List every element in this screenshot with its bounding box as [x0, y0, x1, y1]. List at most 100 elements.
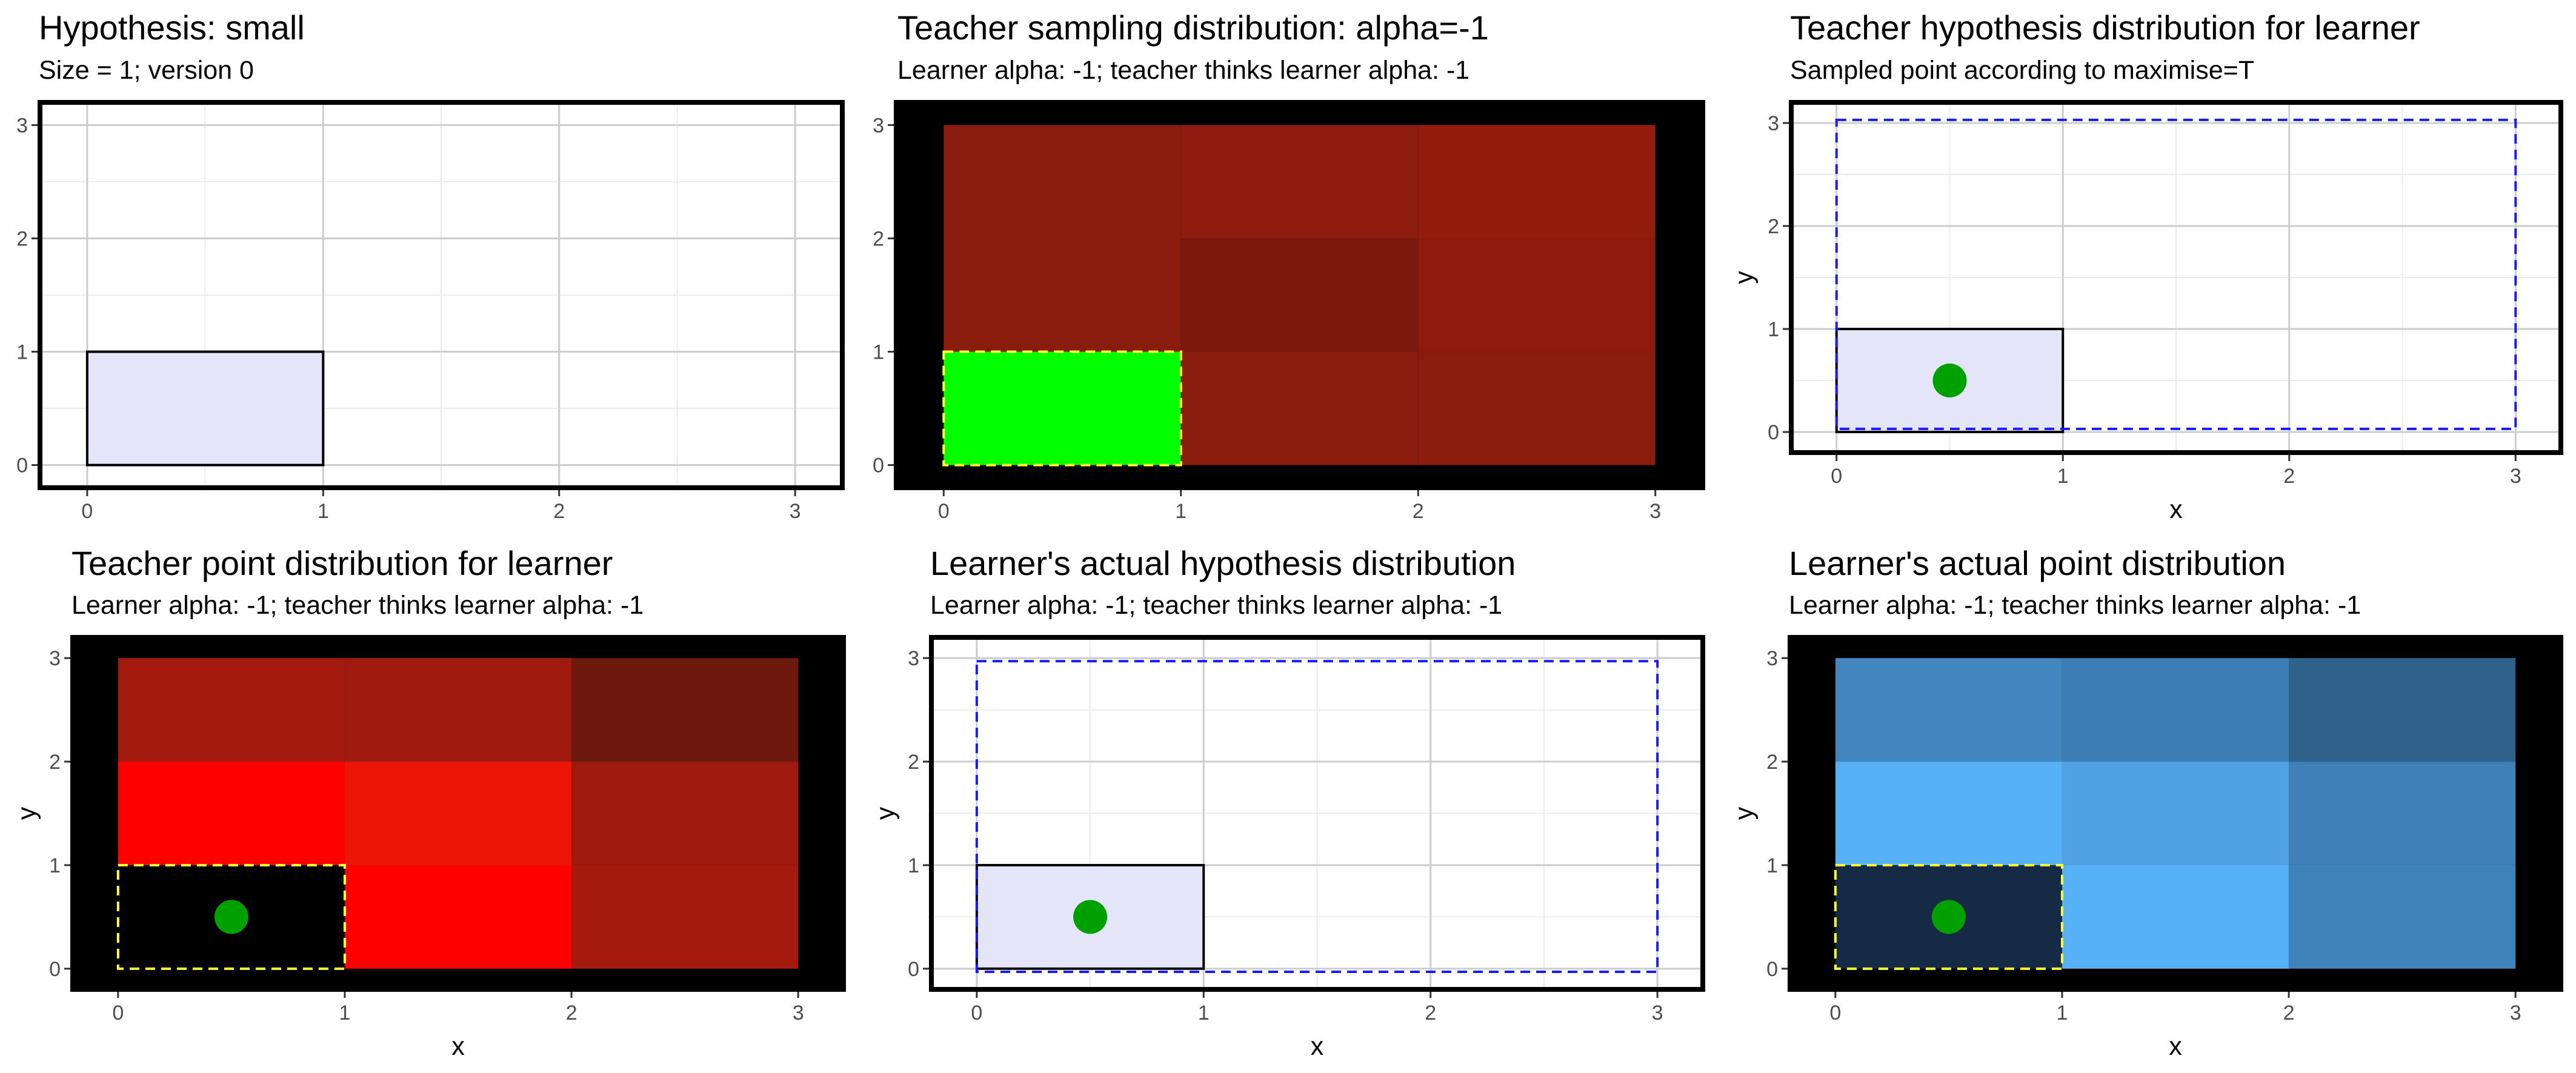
panel-hypothesis-small: Hypothesis: small Size = 1; version 0 0 1…	[0, 0, 859, 536]
y-tick-label: 1	[1768, 318, 1779, 341]
y-tick-label: 2	[49, 751, 61, 774]
chart-plot: 0 1 2 3 0 1 2 3 x y	[1729, 100, 2563, 524]
hypothesis-rect	[85, 350, 325, 467]
x-tick-label: 1	[339, 1002, 350, 1025]
sample-region-rect	[942, 350, 1182, 467]
heatmap-cell	[1180, 125, 1419, 239]
x-tick-label: 0	[81, 500, 93, 523]
y-tick-label: 0	[49, 958, 61, 981]
y-tick-label: 0	[1768, 421, 1779, 444]
x-tick-label: 3	[2510, 465, 2521, 488]
chart-title: Learner's actual point distribution	[1789, 544, 2286, 582]
y-axis-label: y	[1729, 271, 1759, 284]
heatmap-cell	[571, 865, 799, 969]
panel-teacher-hypothesis: Teacher hypothesis distribution for lear…	[1717, 0, 2576, 536]
panel-learner-point: Learner's actual point distribution Lear…	[1717, 536, 2576, 1073]
x-tick-label: 2	[553, 500, 565, 523]
heatmap-cell	[118, 658, 345, 762]
chart-plot: 0 1 2 3 0 1 2 3	[873, 100, 1705, 523]
heatmap-cell	[944, 125, 1181, 239]
chart-title: Teacher sampling distribution: alpha=-1	[897, 8, 1489, 47]
heatmap-cell	[944, 238, 1181, 352]
y-tick-label: 0	[16, 454, 28, 477]
x-tick-label: 3	[790, 500, 801, 523]
y-tick-label: 3	[1768, 112, 1779, 135]
y-tick-label: 1	[908, 854, 919, 877]
x-tick-label: 2	[2283, 1002, 2295, 1025]
y-tick-label: 2	[1768, 215, 1779, 238]
sample-region-rect	[116, 863, 346, 970]
heatmap-cell	[944, 351, 1181, 465]
heatmap-cell	[2062, 762, 2289, 865]
panel-border	[929, 635, 1705, 992]
chart-plot: 0 1 2 3 0 1 2 3 x y	[871, 635, 1705, 1061]
heatmap-cell	[2062, 865, 2289, 969]
x-tick-label: 2	[1413, 500, 1424, 523]
sampled-point	[1931, 900, 1966, 934]
x-tick-label: 1	[1175, 500, 1186, 523]
heatmap-cell	[344, 658, 572, 762]
y-tick-label: 0	[1766, 958, 1778, 981]
chart-subtitle: Size = 1; version 0	[39, 56, 254, 85]
heatmap-cell	[2289, 762, 2516, 865]
y-tick-label: 1	[1766, 854, 1778, 877]
heatmap-cell	[1180, 351, 1419, 465]
learner-region-rect	[975, 660, 1659, 973]
x-tick-label: 0	[112, 1002, 124, 1025]
x-axis-label: x	[2169, 1032, 2182, 1061]
y-tick-label: 1	[16, 341, 28, 364]
y-tick-label: 0	[873, 454, 884, 477]
y-tick-label: 1	[49, 854, 61, 877]
chart-subtitle: Learner alpha: -1; teacher thinks learne…	[897, 56, 1470, 85]
x-tick-label: 0	[1829, 1002, 1841, 1025]
heatmap-cell	[571, 762, 799, 865]
heatmap-cell	[571, 658, 799, 762]
panel-border	[38, 100, 845, 490]
x-axis-label: x	[2169, 495, 2183, 524]
x-tick-label: 1	[1198, 1002, 1210, 1025]
y-axis-label: y	[1729, 806, 1759, 820]
chart-subtitle: Learner alpha: -1; teacher thinks learne…	[72, 591, 644, 620]
sample-region-rect	[1834, 863, 2063, 970]
x-tick-label: 3	[793, 1002, 804, 1025]
heatmap-cell	[1418, 125, 1656, 239]
heatmap-cell	[344, 865, 572, 969]
y-tick-label: 2	[1766, 751, 1778, 774]
chart-plot: 0 1 2 3 0 1 2 3 x y	[12, 635, 846, 1061]
x-tick-label: 2	[566, 1002, 577, 1025]
x-tick-label: 0	[1831, 465, 1842, 488]
x-tick-label: 2	[1425, 1002, 1436, 1025]
heatmap-cell	[344, 762, 572, 865]
chart-plot: 0 1 2 3 0 1 2 3	[16, 100, 845, 523]
x-tick-label: 3	[2510, 1002, 2521, 1025]
y-tick-label: 3	[49, 647, 61, 670]
panel-border	[894, 100, 1705, 490]
sampled-point	[214, 900, 248, 934]
y-axis-label: y	[12, 806, 41, 820]
x-tick-label: 1	[2056, 1002, 2068, 1025]
x-axis-label: x	[451, 1032, 465, 1061]
panel-border	[1788, 635, 2563, 992]
sampled-point	[1932, 364, 1967, 397]
chart-title: Teacher point distribution for learner	[72, 544, 613, 582]
chart-subtitle: Learner alpha: -1; teacher thinks learne…	[1789, 591, 2361, 620]
y-tick-label: 2	[16, 227, 28, 250]
y-tick-label: 3	[908, 647, 919, 670]
chart-title: Learner's actual hypothesis distribution	[930, 544, 1516, 582]
chart-subtitle: Sampled point according to maximise=T	[1790, 56, 2255, 85]
heatmap-cell	[2289, 658, 2516, 762]
x-tick-label: 0	[971, 1002, 982, 1025]
x-tick-label: 0	[938, 500, 950, 523]
heatmap-cell	[2062, 658, 2289, 762]
chart-subtitle: Learner alpha: -1; teacher thinks learne…	[930, 591, 1503, 620]
heatmap-cell	[1180, 238, 1419, 352]
y-tick-label: 3	[1766, 647, 1778, 670]
panel-teacher-point: Teacher point distribution for learner L…	[0, 536, 859, 1073]
y-tick-label: 2	[908, 751, 919, 774]
x-tick-label: 1	[2057, 465, 2069, 488]
x-tick-label: 2	[2283, 465, 2295, 488]
y-tick-label: 3	[873, 114, 884, 137]
chart-plot: 0 1 2 3 0 1 2 3 x y	[1729, 635, 2563, 1061]
panel-learner-hypothesis: Learner's actual hypothesis distribution…	[859, 536, 1717, 1073]
panel-border	[70, 635, 846, 992]
